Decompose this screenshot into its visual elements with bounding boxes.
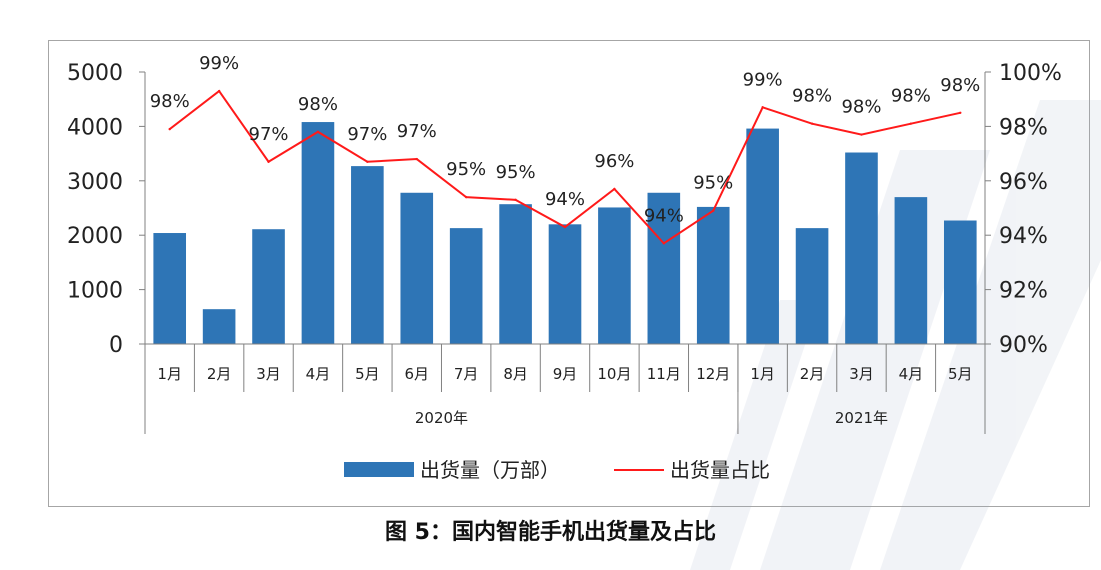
bar-16 bbox=[894, 197, 928, 344]
bar-8 bbox=[499, 204, 532, 344]
y-right-tick-label: 96% bbox=[999, 170, 1048, 195]
chart-frame bbox=[48, 40, 1090, 507]
x-tick-label: 9月 bbox=[553, 365, 578, 383]
share-data-label-13: 99% bbox=[743, 69, 783, 90]
y-right-tick-label: 90% bbox=[999, 333, 1048, 358]
share-data-label-14: 98% bbox=[792, 86, 832, 107]
bar-7 bbox=[449, 228, 483, 344]
bar-3 bbox=[252, 229, 285, 344]
y-left-tick-label: 3000 bbox=[67, 170, 123, 195]
x-tick-label: 5月 bbox=[355, 365, 380, 383]
bar-1 bbox=[153, 233, 187, 344]
share-data-label-11: 94% bbox=[644, 205, 684, 226]
x-group-label: 2021年 bbox=[835, 409, 888, 427]
legend-swatch-bar bbox=[344, 462, 414, 477]
share-data-label-15: 98% bbox=[841, 97, 881, 118]
x-tick-label: 6月 bbox=[404, 365, 429, 383]
x-tick-label: 11月 bbox=[647, 365, 681, 383]
share-point-10 bbox=[613, 187, 616, 191]
bar-2 bbox=[202, 309, 236, 344]
share-data-label-12: 95% bbox=[693, 173, 733, 194]
share-data-label-5: 97% bbox=[347, 124, 387, 145]
x-tick-label: 8月 bbox=[503, 365, 528, 383]
share-point-14 bbox=[810, 122, 814, 125]
y-left-tick-label: 2000 bbox=[67, 224, 123, 249]
bar-15 bbox=[845, 152, 878, 344]
share-data-label-4: 98% bbox=[298, 94, 338, 115]
x-tick-label: 1月 bbox=[750, 365, 775, 383]
share-data-label-3: 97% bbox=[249, 124, 289, 145]
y-left-tick-label: 1000 bbox=[67, 279, 123, 304]
share-point-11 bbox=[662, 242, 666, 245]
x-group-label: 2020年 bbox=[415, 409, 468, 427]
share-point-16 bbox=[909, 122, 913, 125]
y-right-tick-label: 98% bbox=[999, 115, 1048, 140]
x-tick-label: 1月 bbox=[157, 365, 182, 383]
x-tick-label: 3月 bbox=[256, 365, 281, 383]
share-point-15 bbox=[860, 133, 863, 136]
bar-13 bbox=[746, 128, 779, 344]
bar-6 bbox=[400, 192, 434, 344]
share-point-13 bbox=[761, 106, 764, 109]
x-tick-label: 4月 bbox=[306, 365, 331, 383]
y-left-tick-label: 5000 bbox=[67, 61, 123, 86]
legend-label-bar: 出货量（万部） bbox=[420, 458, 560, 482]
x-tick-label: 4月 bbox=[899, 365, 924, 383]
share-point-2 bbox=[217, 89, 221, 93]
chart-caption: 图 5：国内智能手机出货量及占比 bbox=[385, 520, 716, 545]
share-data-label-7: 95% bbox=[446, 159, 486, 180]
share-data-label-9: 94% bbox=[545, 189, 585, 210]
x-tick-label: 10月 bbox=[597, 365, 631, 383]
share-data-label-1: 98% bbox=[150, 91, 190, 112]
share-point-5 bbox=[366, 160, 369, 163]
bar-11 bbox=[647, 192, 681, 344]
bar-4 bbox=[301, 122, 335, 344]
x-tick-label: 3月 bbox=[849, 365, 874, 383]
share-point-3 bbox=[267, 160, 270, 163]
x-tick-label: 7月 bbox=[454, 365, 479, 383]
share-point-7 bbox=[464, 195, 468, 199]
share-point-1 bbox=[168, 127, 171, 131]
y-left-tick-label: 4000 bbox=[67, 115, 123, 140]
share-point-12 bbox=[712, 209, 715, 212]
x-tick-label: 5月 bbox=[948, 365, 973, 383]
y-right-tick-label: 94% bbox=[999, 224, 1048, 249]
share-point-17 bbox=[959, 111, 962, 115]
bar-12 bbox=[696, 206, 730, 344]
share-point-4 bbox=[316, 130, 320, 134]
share-data-label-6: 97% bbox=[397, 121, 437, 142]
bar-10 bbox=[598, 207, 631, 344]
share-data-label-16: 98% bbox=[891, 86, 931, 107]
share-data-label-10: 96% bbox=[594, 151, 634, 172]
y-right-tick-label: 100% bbox=[999, 61, 1062, 86]
legend-label-line: 出货量占比 bbox=[670, 458, 770, 482]
x-tick-label: 2月 bbox=[800, 365, 825, 383]
share-data-label-8: 95% bbox=[496, 162, 536, 183]
share-point-6 bbox=[415, 157, 418, 161]
x-tick-label: 12月 bbox=[696, 365, 730, 383]
share-point-9 bbox=[563, 225, 567, 229]
share-point-8 bbox=[514, 198, 517, 202]
y-left-tick-label: 0 bbox=[109, 333, 123, 358]
bar-9 bbox=[548, 224, 582, 344]
share-data-label-17: 98% bbox=[940, 75, 980, 96]
x-tick-label: 2月 bbox=[207, 365, 232, 383]
bar-14 bbox=[795, 228, 829, 344]
share-data-label-2: 99% bbox=[199, 53, 239, 74]
bar-17 bbox=[943, 220, 977, 344]
y-right-tick-label: 92% bbox=[999, 279, 1048, 304]
bar-5 bbox=[351, 166, 384, 344]
